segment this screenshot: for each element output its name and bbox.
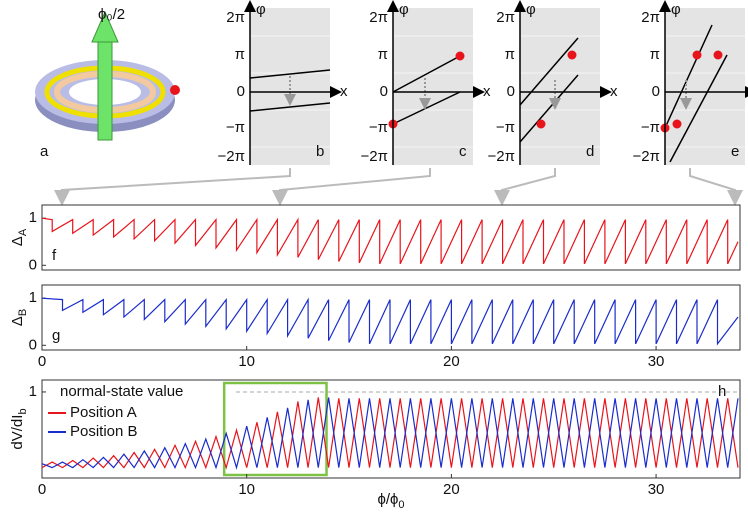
y-tick-label: 1 xyxy=(29,383,37,400)
y-tick-label: 1 xyxy=(29,209,37,226)
x-tick-label: 0 xyxy=(38,353,46,370)
phase-lines xyxy=(249,24,728,163)
phase-tick: −π xyxy=(496,119,515,136)
legend-label: Position B xyxy=(70,423,138,440)
x-tick-label: 30 xyxy=(648,481,665,498)
panel-label: d xyxy=(586,143,594,160)
highlight-box xyxy=(222,381,328,477)
phase-tick: −π xyxy=(369,119,388,136)
phase-tick: 0 xyxy=(652,83,660,100)
phase-tick: 0 xyxy=(380,83,388,100)
x-axis-label: ϕ/ϕ0 xyxy=(377,491,404,511)
phase-tick: 2π xyxy=(226,9,245,26)
phase-tick: 2π xyxy=(496,9,515,26)
panel-label: b xyxy=(316,143,324,160)
flux-label: ϕ₀/2 xyxy=(98,6,125,23)
phase-y-label: φ xyxy=(671,1,681,18)
y-tick-label: 0 xyxy=(29,336,37,353)
phase-tick: 2π xyxy=(641,9,660,26)
series-line xyxy=(41,297,739,346)
phase-panel-bg xyxy=(250,8,330,165)
x-tick-label: 30 xyxy=(648,353,665,370)
panel-label: f xyxy=(52,247,57,264)
plot-frame xyxy=(41,284,741,351)
y-axis-label: ΔA xyxy=(9,228,29,246)
ring-illustration xyxy=(35,10,180,141)
phase-tick: −2π xyxy=(488,148,515,165)
phase-tick: −2π xyxy=(361,148,388,165)
annotation: normal-state value xyxy=(60,383,183,400)
connectors xyxy=(54,168,743,206)
legend-label: Position A xyxy=(70,404,137,421)
phase-tick: π xyxy=(235,46,245,63)
series-line xyxy=(41,217,739,265)
panel-label: g xyxy=(52,327,60,344)
phase-tick: 0 xyxy=(237,83,245,100)
panel-label: a xyxy=(40,143,49,160)
phase-tick: −2π xyxy=(218,148,245,165)
y-axis-label: ΔB xyxy=(9,309,29,326)
phase-x-label: x xyxy=(340,83,348,100)
phase-arrows xyxy=(284,76,692,110)
y-axis-label-sub: A xyxy=(17,228,29,236)
panel-label: h xyxy=(718,383,726,400)
phase-x-label: x xyxy=(610,83,618,100)
phase-dots xyxy=(388,50,723,133)
phase-tick: 2π xyxy=(369,9,388,26)
plot-frame xyxy=(41,379,741,479)
x-tick-label: 10 xyxy=(238,353,255,370)
panel-label: e xyxy=(731,143,739,160)
phase-tick: 0 xyxy=(507,83,515,100)
phase-tick: −2π xyxy=(633,148,660,165)
phase-tick: −π xyxy=(226,119,245,136)
phase-tick: π xyxy=(378,46,388,63)
y-axis-label-main: Δ xyxy=(9,236,26,246)
phase-tick: π xyxy=(505,46,515,63)
x-tick-label: 0 xyxy=(38,481,46,498)
series-line xyxy=(41,397,739,470)
panel-label: c xyxy=(459,143,467,160)
phase-y-label: φ xyxy=(399,1,409,18)
phase-y-label: φ xyxy=(526,1,536,18)
y-axis-label-main: Δ xyxy=(9,316,26,326)
y-tick-label: 0 xyxy=(29,256,37,273)
phase-x-label: x xyxy=(483,83,491,100)
phase-tick: π xyxy=(650,46,660,63)
plot-frame xyxy=(41,204,741,271)
x-tick-label: 20 xyxy=(443,481,460,498)
x-axis-label-main: ϕ/ϕ xyxy=(377,491,398,508)
x-tick-label: 20 xyxy=(443,353,460,370)
y-tick-label: 1 xyxy=(29,289,37,306)
y-axis-label: dV/dIb xyxy=(9,408,29,449)
x-axis-label-sub: 0 xyxy=(398,499,404,511)
x-tick-label: 10 xyxy=(238,481,255,498)
y-axis-label-main: dV/dI xyxy=(9,415,26,450)
phase-tick: −π xyxy=(641,119,660,136)
phase-panel-bg xyxy=(393,8,473,165)
phase-panel-bg xyxy=(520,8,600,165)
phase-panel-bg xyxy=(665,8,745,165)
phase-y-label: φ xyxy=(256,1,266,18)
series-line xyxy=(41,397,739,470)
y-axis-label-sub: b xyxy=(17,408,29,414)
y-axis-label-sub: B xyxy=(17,309,29,316)
